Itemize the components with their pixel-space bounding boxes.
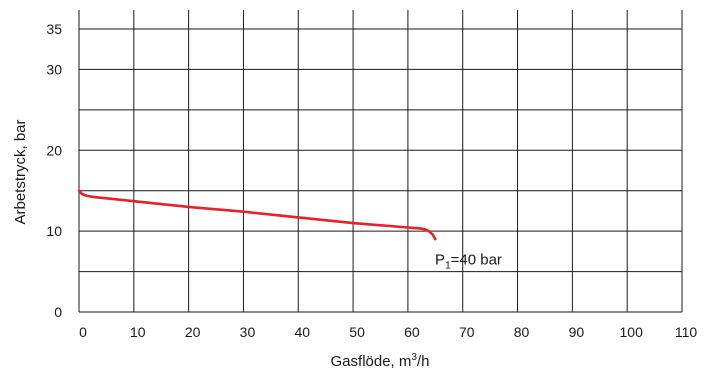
y-axis-label: Arbetstryck, bar [12,119,29,224]
tick-labels: 0 10 20 30 40 50 60 70 80 90 100 110 0 10 20 30 35 [46,21,697,340]
x-tick-label: 50 [349,324,365,340]
x-tick-label: 0 [79,324,87,340]
x-tick-label: 80 [514,324,530,340]
y-tick-label: 30 [46,61,62,77]
y-tick-label: 20 [46,142,62,158]
series-layer [77,189,437,241]
x-tick-label: 30 [240,324,256,340]
y-tick-label: 10 [46,223,62,239]
x-axis-label: Gasflöde, m3/h [331,352,430,370]
y-tick-label: 0 [54,304,62,320]
y-tick-label: 35 [46,21,62,37]
annotation-layer: P1=40 bar [435,251,502,271]
x-tick-label: 110 [675,324,698,340]
series-line [77,189,437,241]
grid [78,10,683,313]
x-tick-label: 40 [294,324,310,340]
x-tick-label: 10 [130,324,146,340]
x-tick-label: 90 [569,324,585,340]
x-tick-label: 100 [620,324,644,340]
series-annotation: P1=40 bar [435,251,502,271]
x-tick-label: 60 [404,324,420,340]
x-tick-label: 20 [185,324,201,340]
x-tick-label: 70 [459,324,475,340]
